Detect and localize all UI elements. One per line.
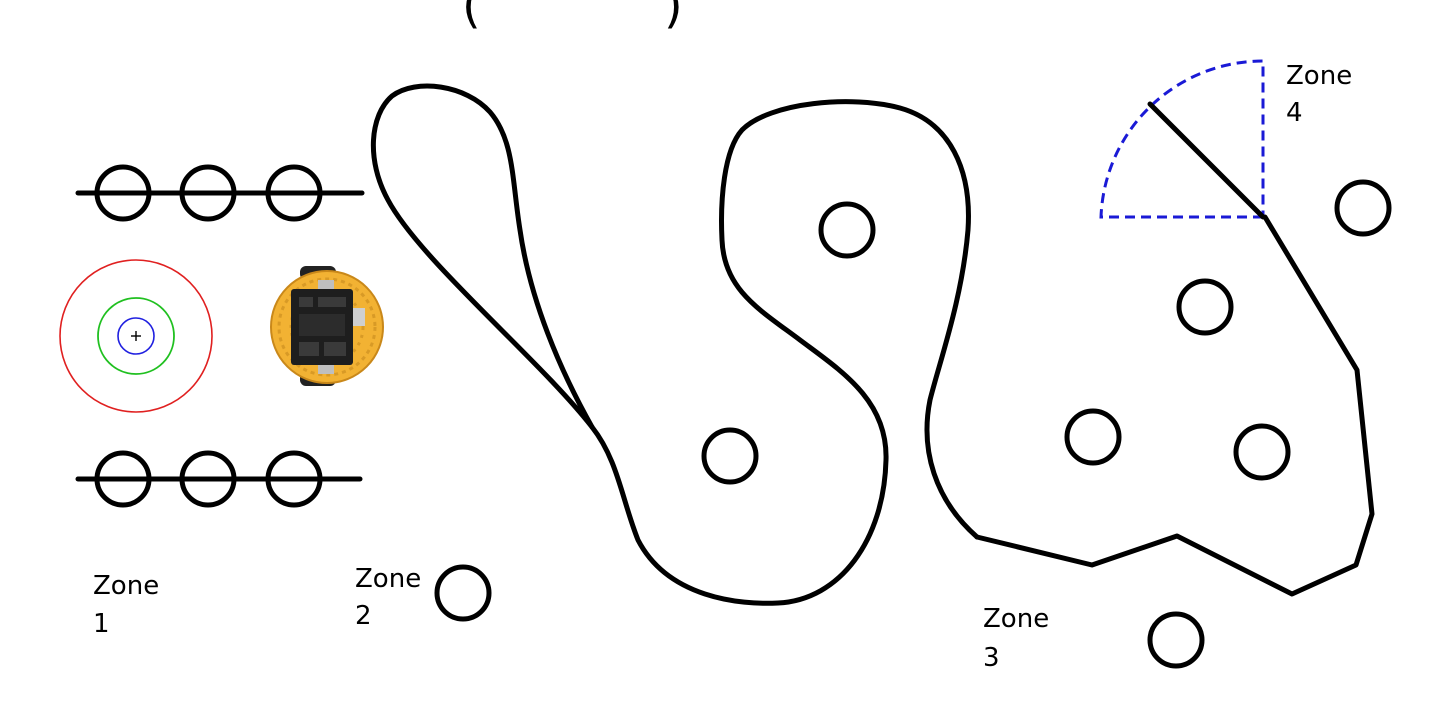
- target-crosshair-icon: [59, 259, 213, 413]
- gate-marker: [94, 450, 152, 508]
- zone-4-radius-line: [1147, 101, 1266, 220]
- zone-3-marker: [1064, 408, 1122, 466]
- robot-chip: [299, 297, 313, 307]
- zone-label-line2: 2: [355, 601, 372, 631]
- robot-chip: [299, 314, 345, 336]
- title-paren-right: ): [664, 0, 683, 34]
- robot-chassis-pattern: [277, 277, 377, 377]
- zone-label-line2: 3: [983, 643, 1000, 673]
- robot-chip: [324, 342, 346, 356]
- gate-marker: [179, 450, 237, 508]
- gate-marker: [179, 164, 237, 222]
- target-ring-inner: [117, 317, 155, 355]
- zone-1-gates: [75, 164, 365, 508]
- zone-4-label: Zone 4: [1286, 61, 1352, 128]
- zone-2-teardrop-loop: [370, 83, 595, 430]
- gate-marker: [94, 164, 152, 222]
- zone-3-boundary: [974, 214, 1375, 597]
- zone-2-label: Zone 2: [355, 564, 421, 631]
- zone-label-line2: 4: [1286, 98, 1303, 128]
- robot-chip: [299, 342, 319, 356]
- zone-label-line2: 1: [93, 609, 110, 639]
- target-ring-outer: [59, 259, 213, 413]
- gate-marker: [265, 164, 323, 222]
- zone-2-marker: [818, 201, 876, 259]
- zone-label-line1: Zone: [93, 571, 159, 601]
- zone-1-label: Zone 1: [93, 571, 159, 639]
- zone-label-line1: Zone: [355, 564, 421, 594]
- zone-2-marker: [434, 564, 492, 622]
- target-ring-middle: [97, 297, 175, 375]
- zone-2-marker: [701, 427, 759, 485]
- zone-4-marker: [1334, 179, 1392, 237]
- gate-marker: [265, 450, 323, 508]
- robot-icon: [270, 266, 384, 386]
- zone-3-marker: [1176, 278, 1234, 336]
- zone-2-s-loop: [589, 99, 980, 606]
- title-paren-left: (: [462, 0, 481, 34]
- zone-3-marker: [1233, 423, 1291, 481]
- robot-chip: [318, 297, 346, 307]
- robot-sensor: [353, 308, 365, 326]
- zone-label-line1: Zone: [983, 604, 1049, 634]
- zone-3-label: Zone 3: [983, 604, 1049, 673]
- zone-3-marker: [1147, 611, 1205, 669]
- zone-label-line1: Zone: [1286, 61, 1352, 91]
